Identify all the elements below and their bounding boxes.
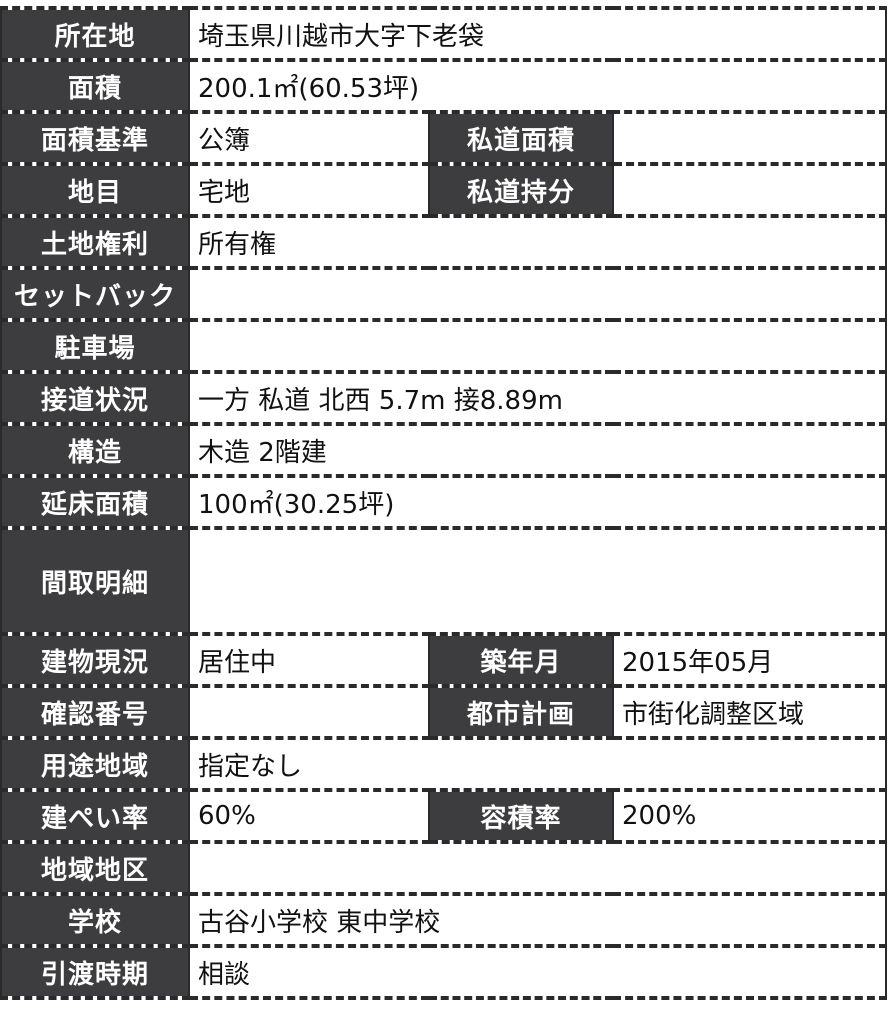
field-value bbox=[612, 162, 887, 218]
field-value bbox=[188, 840, 887, 896]
field-label: 土地権利 bbox=[0, 214, 190, 270]
table-row: 面積基準 公簿 私道面積 bbox=[0, 110, 887, 166]
field-value: 市街化調整区域 bbox=[612, 684, 887, 740]
table-row: 延床面積 100㎡(30.25坪) bbox=[0, 474, 887, 530]
field-label: 用途地域 bbox=[0, 736, 190, 792]
table-row: 学校 古谷小学校 東中学校 bbox=[0, 892, 887, 948]
field-label: 容積率 bbox=[428, 788, 614, 844]
field-value: 木造 2階建 bbox=[188, 422, 887, 478]
table-row: 用途地域 指定なし bbox=[0, 736, 887, 792]
field-label: 所在地 bbox=[0, 6, 190, 62]
table-row: 建物現況 居住中 築年月 2015年05月 bbox=[0, 632, 887, 688]
field-label: 駐車場 bbox=[0, 318, 190, 374]
field-label: 確認番号 bbox=[0, 684, 190, 740]
field-label: セットバック bbox=[0, 266, 190, 322]
field-value: 埼玉県川越市大字下老袋 bbox=[188, 6, 887, 62]
field-value: 200% bbox=[612, 788, 887, 844]
field-label: 延床面積 bbox=[0, 474, 190, 530]
field-value: 古谷小学校 東中学校 bbox=[188, 892, 887, 948]
table-row: 地目 宅地 私道持分 bbox=[0, 162, 887, 218]
field-value: 60% bbox=[188, 788, 430, 844]
field-value: 居住中 bbox=[188, 632, 430, 688]
field-value: 公簿 bbox=[188, 110, 430, 166]
field-value bbox=[188, 526, 887, 636]
table-row: 間取明細 bbox=[0, 526, 887, 636]
field-value: 200.1㎡(60.53坪) bbox=[188, 58, 887, 114]
table-row: 構造 木造 2階建 bbox=[0, 422, 887, 478]
field-label: 接道状況 bbox=[0, 370, 190, 426]
field-label: 私道持分 bbox=[428, 162, 614, 218]
field-label: 間取明細 bbox=[0, 526, 190, 636]
field-value: 所有権 bbox=[188, 214, 887, 270]
table-row: セットバック bbox=[0, 266, 887, 322]
field-label: 築年月 bbox=[428, 632, 614, 688]
field-value: 2015年05月 bbox=[612, 632, 887, 688]
field-label: 面積 bbox=[0, 58, 190, 114]
field-label: 引渡時期 bbox=[0, 944, 190, 1000]
table-row: 確認番号 都市計画 市街化調整区域 bbox=[0, 684, 887, 740]
field-label: 構造 bbox=[0, 422, 190, 478]
field-value: 相談 bbox=[188, 944, 887, 1000]
field-label: 面積基準 bbox=[0, 110, 190, 166]
field-value: 指定なし bbox=[188, 736, 887, 792]
field-value: 宅地 bbox=[188, 162, 430, 218]
field-value bbox=[188, 266, 887, 322]
field-label: 建ぺい率 bbox=[0, 788, 190, 844]
field-label: 地域地区 bbox=[0, 840, 190, 896]
property-info-table: 所在地 埼玉県川越市大字下老袋 面積 200.1㎡(60.53坪) 面積基準 公簿 私道面積… bbox=[0, 6, 887, 1000]
field-label: 都市計画 bbox=[428, 684, 614, 740]
table-row: 土地権利 所有権 bbox=[0, 214, 887, 270]
table-row: 地域地区 bbox=[0, 840, 887, 896]
field-label: 学校 bbox=[0, 892, 190, 948]
field-label: 建物現況 bbox=[0, 632, 190, 688]
field-value bbox=[612, 110, 887, 166]
table-row: 引渡時期 相談 bbox=[0, 944, 887, 1000]
field-value bbox=[188, 318, 887, 374]
field-value: 一方 私道 北西 5.7m 接8.89m bbox=[188, 370, 887, 426]
table-row: 面積 200.1㎡(60.53坪) bbox=[0, 58, 887, 114]
table-row: 接道状況 一方 私道 北西 5.7m 接8.89m bbox=[0, 370, 887, 426]
field-value bbox=[188, 684, 430, 740]
table-row: 駐車場 bbox=[0, 318, 887, 374]
table-row: 所在地 埼玉県川越市大字下老袋 bbox=[0, 6, 887, 62]
field-label: 地目 bbox=[0, 162, 190, 218]
field-value: 100㎡(30.25坪) bbox=[188, 474, 887, 530]
table-row: 建ぺい率 60% 容積率 200% bbox=[0, 788, 887, 844]
field-label: 私道面積 bbox=[428, 110, 614, 166]
